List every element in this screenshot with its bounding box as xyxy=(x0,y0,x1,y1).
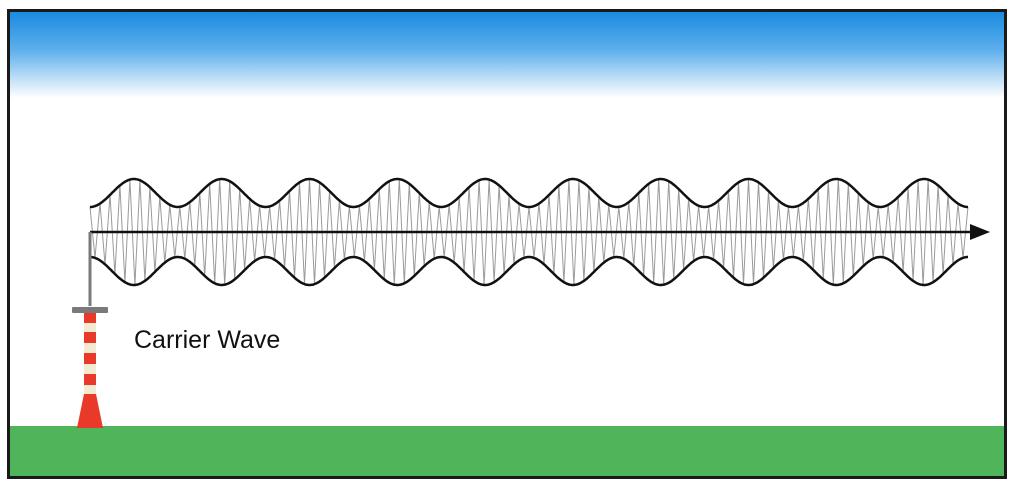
upper-envelope xyxy=(90,177,968,209)
ground xyxy=(10,426,1004,476)
sky-background xyxy=(10,12,1004,98)
tower-base xyxy=(77,394,103,428)
lower-envelope xyxy=(90,255,968,287)
tower-cap xyxy=(72,307,108,313)
diagram-frame xyxy=(7,9,1007,479)
transmitter-tower xyxy=(72,307,108,428)
carrier-wave-label: Carrier Wave xyxy=(134,326,280,354)
arrow-head-icon xyxy=(970,224,990,240)
